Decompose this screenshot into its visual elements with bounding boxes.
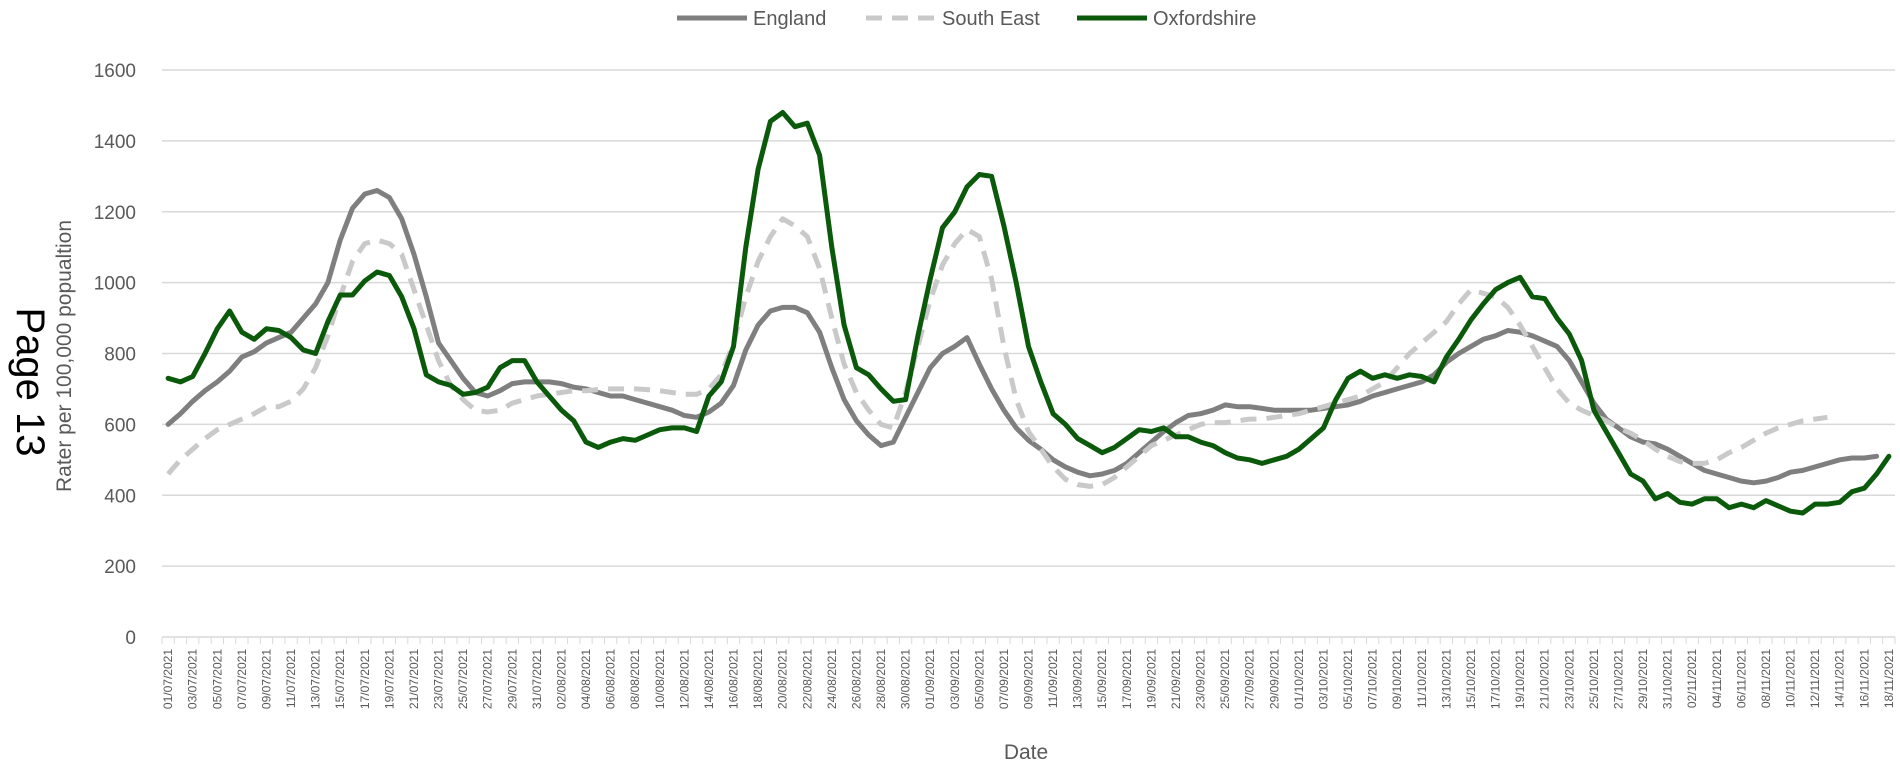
x-tick-label: 03/10/2021 — [1317, 649, 1331, 709]
legend-label: South East — [942, 8, 1040, 30]
x-tick-label: 20/08/2021 — [776, 649, 790, 709]
x-tick-label: 07/09/2021 — [997, 649, 1011, 709]
x-tick-label: 21/09/2021 — [1169, 649, 1183, 709]
y-tick-label: 1400 — [94, 132, 136, 153]
x-tick-label: 19/09/2021 — [1144, 649, 1158, 709]
x-tick-label: 18/08/2021 — [751, 649, 765, 709]
series-line-south-east — [166, 216, 1828, 489]
x-tick-label: 03/09/2021 — [948, 649, 962, 709]
x-tick-label: 09/07/2021 — [260, 649, 274, 709]
y-tick-label: 1600 — [94, 61, 136, 82]
x-tick-label: 24/08/2021 — [825, 649, 839, 709]
legend-label: England — [753, 8, 826, 30]
x-tick-label: 31/07/2021 — [530, 649, 544, 709]
x-tick-label: 18/11/2021 — [1882, 649, 1896, 708]
page-label: Page 13 — [8, 307, 52, 456]
x-tick-label: 23/07/2021 — [432, 649, 446, 709]
x-tick-label: 02/11/2021 — [1685, 649, 1699, 708]
x-tick-label: 23/10/2021 — [1562, 649, 1576, 709]
x-tick-label: 17/07/2021 — [358, 649, 372, 709]
x-tick-label: 29/10/2021 — [1636, 649, 1650, 709]
x-tick-label: 01/07/2021 — [161, 649, 175, 709]
x-tick-label: 22/08/2021 — [800, 649, 814, 709]
x-tick-label: 13/09/2021 — [1071, 649, 1085, 709]
x-tick-label: 29/07/2021 — [505, 649, 519, 709]
x-tick-label: 25/10/2021 — [1587, 649, 1601, 709]
x-tick-label: 14/11/2021 — [1833, 649, 1847, 708]
x-tick-label: 09/10/2021 — [1390, 649, 1404, 709]
x-tick-label: 04/08/2021 — [579, 649, 593, 709]
x-tick-label: 06/11/2021 — [1734, 649, 1748, 708]
x-tick-label: 13/07/2021 — [309, 649, 323, 709]
y-axis-title: Rater per 100,000 popualtion — [53, 220, 76, 492]
x-tick-label: 01/09/2021 — [923, 649, 937, 709]
x-tick-label: 15/10/2021 — [1464, 649, 1478, 709]
x-tick-label: 10/11/2021 — [1784, 649, 1798, 708]
y-tick-label: 200 — [104, 557, 136, 578]
x-tick-label: 01/10/2021 — [1292, 649, 1306, 709]
legend: England South East Oxfordshire — [677, 8, 1256, 30]
x-tick-label: 16/11/2021 — [1857, 649, 1871, 708]
y-tick-label: 1200 — [94, 203, 136, 224]
x-tick-label: 31/10/2021 — [1661, 649, 1675, 709]
x-tick-label: 10/08/2021 — [653, 649, 667, 709]
x-tick-label: 05/07/2021 — [210, 649, 224, 709]
x-tick-label: 11/10/2021 — [1415, 649, 1429, 708]
x-tick-label: 25/07/2021 — [456, 649, 470, 709]
x-tick-label: 09/09/2021 — [1022, 649, 1036, 709]
x-tick-label: 29/09/2021 — [1267, 649, 1281, 709]
x-tick-label: 15/09/2021 — [1095, 649, 1109, 709]
series-layer — [165, 110, 1892, 516]
x-tick-label: 28/08/2021 — [874, 649, 888, 709]
x-tick-label: 16/08/2021 — [727, 649, 741, 709]
y-tick-label: 800 — [104, 345, 136, 366]
x-tick-label: 14/08/2021 — [702, 649, 716, 709]
x-tick-label: 13/10/2021 — [1439, 649, 1453, 709]
x-tick-label: 27/10/2021 — [1612, 649, 1626, 709]
x-tick-label: 12/08/2021 — [677, 649, 691, 709]
x-tick-label: 30/08/2021 — [899, 649, 913, 709]
x-tick-label: 02/08/2021 — [555, 649, 569, 709]
x-tick-label: 04/11/2021 — [1710, 649, 1724, 708]
x-tick-label: 27/09/2021 — [1243, 649, 1257, 709]
x-tick-label: 07/07/2021 — [235, 649, 249, 709]
x-axis-title: Date — [1004, 741, 1048, 763]
x-tick-label: 26/08/2021 — [849, 649, 863, 709]
gridlines — [162, 69, 1895, 567]
x-tick-label: 08/11/2021 — [1759, 649, 1773, 708]
x-tick-label: 03/07/2021 — [186, 649, 200, 709]
x-tick-label: 25/09/2021 — [1218, 649, 1232, 709]
series-line-oxfordshire — [165, 110, 1892, 516]
legend-label: Oxfordshire — [1153, 8, 1256, 30]
x-tick-label: 27/07/2021 — [481, 649, 495, 709]
x-tick-label: 21/10/2021 — [1538, 649, 1552, 709]
x-tick-label: 06/08/2021 — [604, 649, 618, 709]
x-tick-label: 07/10/2021 — [1366, 649, 1380, 709]
x-axis-ticks: 01/07/2021 03/07/2021 05/07/2021 07/07/2021… — [161, 637, 1896, 709]
x-tick-label: 15/07/2021 — [333, 649, 347, 709]
y-tick-label: 0 — [125, 628, 136, 649]
x-tick-label: 05/10/2021 — [1341, 649, 1355, 709]
x-tick-label: 23/09/2021 — [1194, 649, 1208, 709]
y-axis-ticks: 0 200 400 600 800 1000 1200 1400 1600 — [94, 61, 136, 649]
y-tick-label: 600 — [104, 415, 136, 436]
x-tick-label: 05/09/2021 — [972, 649, 986, 709]
x-tick-label: 11/09/2021 — [1046, 649, 1060, 708]
x-tick-label: 17/10/2021 — [1489, 649, 1503, 709]
series-line-england — [165, 188, 1880, 486]
x-tick-label: 21/07/2021 — [407, 649, 421, 709]
x-tick-label: 19/10/2021 — [1513, 649, 1527, 709]
x-tick-label: 17/09/2021 — [1120, 649, 1134, 709]
x-tick-label: 08/08/2021 — [628, 649, 642, 709]
x-tick-label: 19/07/2021 — [382, 649, 396, 709]
y-tick-label: 400 — [104, 486, 136, 507]
x-tick-label: 12/11/2021 — [1808, 649, 1822, 708]
x-tick-label: 11/07/2021 — [284, 649, 298, 708]
y-tick-label: 1000 — [94, 274, 136, 295]
